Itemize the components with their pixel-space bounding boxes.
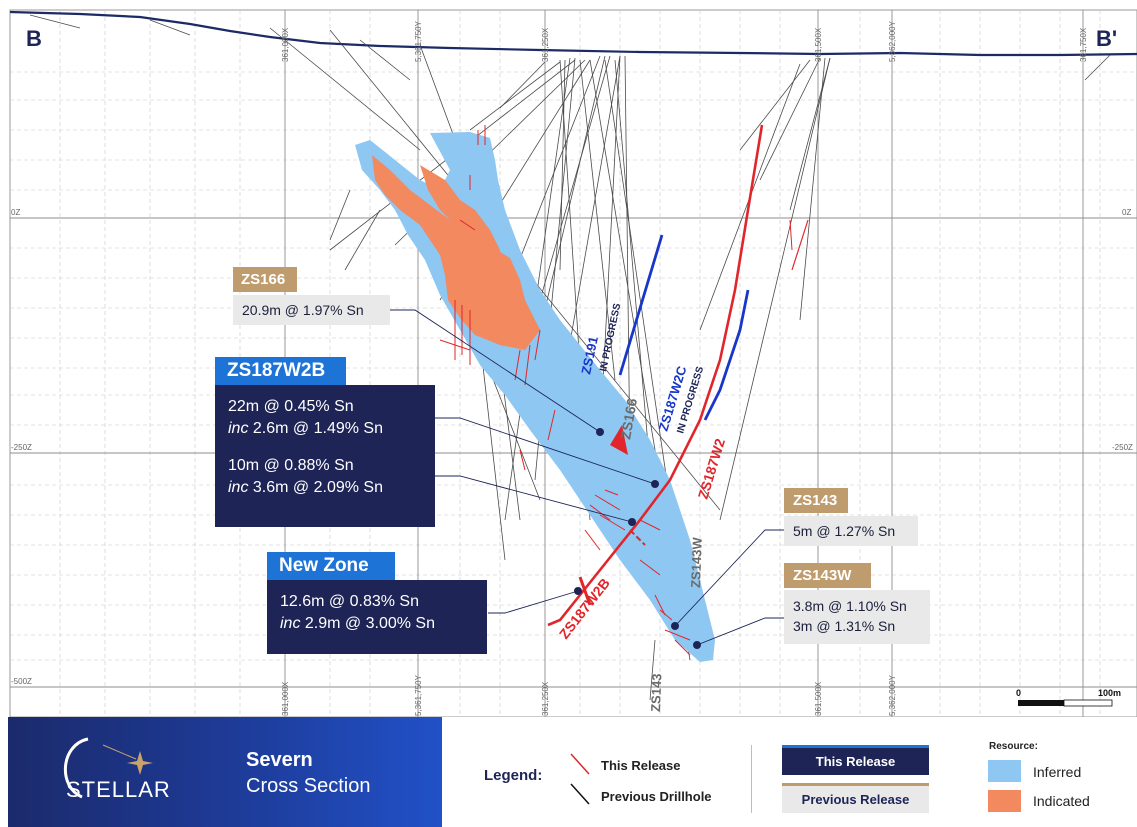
zs166-callout: 20.9m @ 1.97% Sn — [233, 295, 390, 325]
zs166-hole-label: ZS166 — [617, 397, 640, 441]
zs166-red-wedge — [610, 425, 628, 455]
zs143w-grade-1: 3.8m @ 1.10% Sn — [793, 598, 907, 614]
stellar-logo-text: STELLAR — [66, 777, 171, 802]
black-line-icon — [570, 783, 590, 805]
inferred-swatch — [988, 760, 1021, 782]
indicated-resource — [372, 155, 540, 350]
easting-label: 361,500X — [814, 681, 823, 716]
zs187w2-trace — [547, 124, 764, 627]
zs187w2c-trace — [703, 289, 750, 421]
zs187w2b-interval-1-inc: inc 2.6m @ 1.49% Sn — [228, 420, 383, 437]
easting-label: 361,750X — [1079, 27, 1088, 62]
map-subtitle: Cross Section — [246, 775, 371, 797]
intercept-ticks — [439, 125, 793, 656]
zs143w-callout-title: ZS143W — [784, 563, 871, 588]
inferred-label: Inferred — [1033, 764, 1082, 780]
brand-panel: STELLAR Severn Cross Section — [8, 717, 442, 827]
legend-this-release: This Release — [601, 758, 681, 773]
zs143-grade: 5m @ 1.27% Sn — [793, 523, 896, 539]
zs166-callout-title: ZS166 — [233, 267, 297, 292]
star-icon — [127, 751, 153, 775]
easting-label: 361,500X — [814, 27, 823, 62]
zs143-callout-title: ZS143 — [784, 488, 848, 513]
scale-start: 0 — [1016, 688, 1021, 698]
section-end-label: B' — [1096, 26, 1117, 51]
red-line-icon — [570, 753, 590, 775]
scale-end: 100m — [1098, 688, 1121, 698]
this-release-box: This Release — [782, 745, 929, 775]
zs187w2b-interval-2: 10m @ 0.88% Sn — [228, 457, 354, 474]
scale-bar: 0 100m — [1016, 688, 1121, 707]
resource-label: Resource: — [989, 741, 1038, 752]
stellar-logo-icon — [64, 737, 153, 799]
callout-leaders — [390, 309, 784, 646]
easting-label: 5,362,000Y — [888, 674, 897, 716]
legend-previous-drillhole: Previous Drillhole — [601, 789, 712, 804]
map-title: Severn — [246, 749, 313, 771]
zs143-hole-label: ZS143 — [648, 673, 664, 712]
zs143-callout: 5m @ 1.27% Sn — [784, 516, 918, 546]
indicated-label: Indicated — [1033, 793, 1090, 809]
new-zone-interval: 12.6m @ 0.83% Sn — [280, 593, 419, 610]
elevation-label: -250Z — [11, 443, 32, 452]
elevation-label: 0Z — [11, 208, 20, 217]
legend-label: Legend: — [484, 767, 543, 784]
elevation-label: -500Z — [11, 677, 32, 686]
legend-line-icons — [570, 753, 590, 805]
indicated-swatch — [988, 790, 1021, 812]
zs166-grade: 20.9m @ 1.97% Sn — [242, 302, 364, 318]
new-zone-callout-title: New Zone — [267, 552, 395, 580]
easting-label: 5,361,750Y — [414, 674, 423, 716]
easting-label: 5,361,750Y — [414, 20, 423, 62]
previous-release-box: Previous Release — [782, 783, 929, 813]
easting-label: 361,250X — [541, 681, 550, 716]
zs187w2b-callout: 22m @ 0.45% Sn inc 2.6m @ 1.49% Sn 10m @… — [215, 385, 435, 527]
zs187w2b-tick — [578, 576, 592, 606]
zs187w2b-callout-title: ZS187W2B — [215, 357, 346, 385]
new-zone-callout: 12.6m @ 0.83% Sn inc 2.9m @ 3.00% Sn — [267, 580, 487, 654]
easting-label: 361,000X — [281, 27, 290, 62]
zs187w2b-interval-1: 22m @ 0.45% Sn — [228, 398, 354, 415]
zs143w-hole-label: ZS143W — [688, 536, 705, 588]
easting-label: 361,250X — [541, 27, 550, 62]
easting-label: 5,362,000Y — [888, 20, 897, 62]
zs187w2b-interval-2-inc: inc 3.6m @ 2.09% Sn — [228, 479, 383, 496]
topography-line — [9, 10, 1137, 57]
zs143w-grade-2: 3m @ 1.31% Sn — [793, 618, 896, 634]
elevation-label: 0Z — [1122, 208, 1131, 217]
zs143w-callout: 3.8m @ 1.10% Sn 3m @ 1.31% Sn — [784, 590, 930, 644]
zs191-trace — [618, 234, 664, 376]
legend-divider — [751, 745, 752, 813]
zs166-intercept-dot — [596, 428, 604, 436]
section-start-label: B — [26, 26, 42, 51]
new-zone-interval-inc: inc 2.9m @ 3.00% Sn — [280, 615, 435, 632]
elevation-label: -250Z — [1112, 443, 1133, 452]
easting-label: 361,000X — [281, 681, 290, 716]
